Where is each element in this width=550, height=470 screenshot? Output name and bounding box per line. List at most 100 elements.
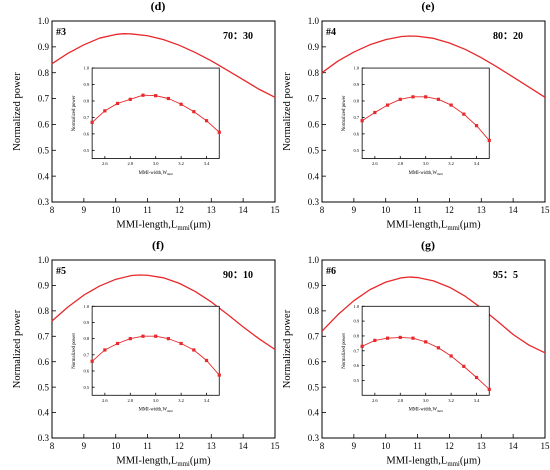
inset-data-point <box>462 364 466 368</box>
main-x-tick-label: 13 <box>207 441 217 451</box>
main-y-tick-label: 0.6 <box>38 357 50 367</box>
inset-y-axis-label: Normalized power <box>72 95 77 131</box>
main-y-tick-label: 0.5 <box>308 382 320 392</box>
inset-data-point <box>487 138 491 143</box>
inset-data-point <box>424 95 428 99</box>
inset-x-tick-label: 2.6 <box>372 398 378 403</box>
inset-x-tick-label: 3.0 <box>423 398 429 403</box>
panel-2: (e) 8 9 10 11 12 13 14 15 0.3 0.4 0.5 0.6 0.7 0.8 0.9 1.… <box>282 0 550 232</box>
inset-x-tick-label: 3.0 <box>153 161 159 166</box>
inset-data-point <box>436 97 441 101</box>
main-x-tick-label: 13 <box>477 205 487 215</box>
inset-data-point <box>424 340 428 344</box>
inset-frame <box>361 67 490 159</box>
inset-data-point <box>103 109 107 113</box>
inset-data-point <box>436 346 441 350</box>
inset-data-point <box>103 348 107 352</box>
main-y-tick-label: 1.0 <box>308 16 320 26</box>
main-y-axis-label: Normalized power <box>12 72 23 151</box>
main-y-tick-label: 0.9 <box>308 281 320 291</box>
main-x-tick-label: 14 <box>509 441 519 451</box>
panel-letter: (e) <box>421 0 434 13</box>
main-series-line <box>321 35 546 98</box>
main-x-tick-label: 8 <box>320 205 325 215</box>
inset-data-point <box>90 120 94 124</box>
main-y-tick-label: 0.3 <box>38 197 50 207</box>
main-series-line <box>51 274 276 351</box>
inset-data-point <box>166 337 171 341</box>
main-y-tick-label: 0.7 <box>38 94 50 104</box>
inset-x-tick-label: 2.8 <box>127 161 133 166</box>
main-x-tick-label: 10 <box>381 441 391 451</box>
main-x-tick-label: 10 <box>111 441 121 451</box>
main-y-tick-label: 0.3 <box>38 433 50 443</box>
main-x-axis-label: MMI-length,Lmmi(μm) <box>116 220 211 233</box>
main-x-tick-label: 12 <box>175 205 184 215</box>
main-x-tick-label: 9 <box>82 205 87 215</box>
inset-y-tick-label: 0.9 <box>354 319 360 324</box>
inset-x-tick-label: 2.8 <box>127 398 133 403</box>
device-tag: #5 <box>56 266 66 277</box>
main-x-axis-label: MMI-length,Lmmi(μm) <box>386 456 481 469</box>
inset-y-tick-label: 0.6 <box>84 369 90 374</box>
inset-x-axis-label: MMI-width,Wmmi <box>409 408 443 413</box>
main-y-tick-label: 0.8 <box>38 68 50 78</box>
main-y-tick-label: 0.3 <box>308 433 320 443</box>
inset-y-tick-label: 0.8 <box>84 99 90 104</box>
inset-frame <box>361 305 490 396</box>
inset-y-axis-label: Normalized power <box>342 95 347 131</box>
main-y-tick-label: 0.9 <box>308 42 320 52</box>
inset-x-tick-label: 3.4 <box>204 398 210 403</box>
inset-y-tick-label: 0.8 <box>84 336 90 341</box>
inset-x-tick-label: 3.0 <box>423 161 429 166</box>
inset-x-tick-label: 2.6 <box>102 161 108 166</box>
main-series-line <box>321 276 546 354</box>
inset-data-point <box>141 93 145 97</box>
main-x-tick-label: 9 <box>352 441 357 451</box>
inset-data-point <box>128 97 132 101</box>
main-y-tick-label: 0.3 <box>308 197 320 207</box>
main-x-tick-label: 11 <box>143 441 152 451</box>
inset-data-point <box>179 102 183 106</box>
main-x-tick-label: 14 <box>239 205 249 215</box>
inset-x-tick-label: 3.4 <box>204 161 210 166</box>
main-x-axis-label: MMI-length,Lmmi(μm) <box>116 456 211 469</box>
inset-data-point <box>115 101 120 106</box>
inset-y-tick-label: 0.7 <box>84 115 90 120</box>
inset-y-tick-label: 0.6 <box>354 363 360 368</box>
main-y-tick-label: 0.8 <box>308 306 320 316</box>
split-ratio: 70：30 <box>223 31 253 42</box>
inset-x-tick-label: 3.0 <box>153 398 159 403</box>
main-y-tick-label: 0.9 <box>38 42 50 52</box>
main-y-tick-label: 0.4 <box>308 408 320 418</box>
inset-data-point <box>360 119 364 123</box>
device-tag: #3 <box>56 27 66 38</box>
inset-data-point <box>192 348 196 352</box>
inset-data-point <box>411 95 415 99</box>
inset-y-tick-label: 0.8 <box>354 99 360 104</box>
inset-y-tick-label: 0.7 <box>354 348 360 353</box>
inset-x-axis-label: MMI-width,Wmmi <box>139 408 173 413</box>
inset-x-tick-label: 3.2 <box>178 161 184 166</box>
main-y-axis-label: Normalized power <box>12 309 23 388</box>
split-ratio: 90：10 <box>223 270 253 281</box>
inset-chart: 2.6 2.8 3.0 3.2 3.4 0.5 0.6 0.7 0.8 0.9 1.0 MMI-wid… <box>342 66 491 176</box>
inset-data-point <box>474 124 479 128</box>
inset-y-tick-label: 0.7 <box>354 115 360 120</box>
main-x-tick-label: 10 <box>381 205 391 215</box>
device-tag: #4 <box>326 27 336 38</box>
inset-data-point <box>204 358 209 363</box>
inset-x-axis-label: MMI-width,Wmmi <box>139 171 173 176</box>
main-x-tick-label: 9 <box>82 441 87 451</box>
main-y-tick-label: 0.6 <box>308 357 320 367</box>
inset-data-point <box>141 334 145 338</box>
main-x-tick-label: 15 <box>541 441 550 451</box>
inset-x-tick-label: 2.6 <box>372 161 378 166</box>
main-x-tick-label: 11 <box>413 441 422 451</box>
inset-y-axis-label: Normalized power <box>342 332 347 368</box>
inset-y-tick-label: 0.9 <box>84 82 90 87</box>
main-x-tick-label: 8 <box>50 205 55 215</box>
inset-chart: 2.6 2.8 3.0 3.2 3.4 0.5 0.6 0.7 0.8 0.9 1.0 MMI-wid… <box>72 66 221 176</box>
panel-letter: (g) <box>421 238 435 252</box>
